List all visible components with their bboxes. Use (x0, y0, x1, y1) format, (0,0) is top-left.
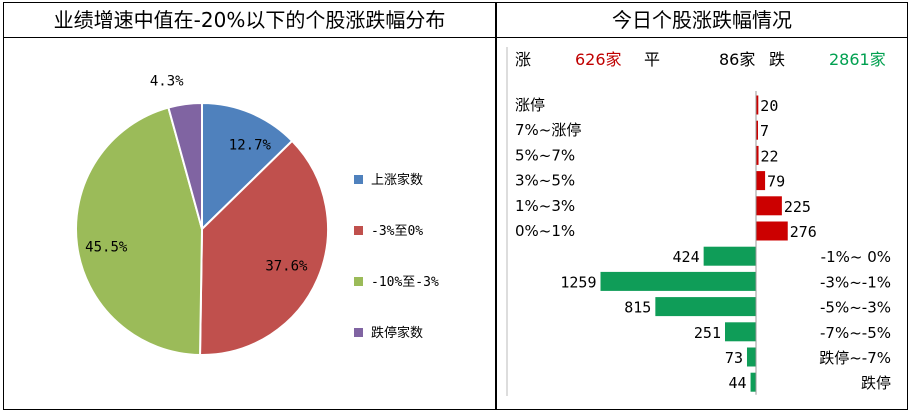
down-value-label: 424 (673, 248, 700, 266)
pie-panel-title: 业绩增速中值在-20%以下的个股涨跌幅分布 (4, 3, 495, 38)
down-bar (600, 271, 756, 291)
legend-label: -3%至0% (371, 224, 423, 239)
distribution-chart: 涨 626家 平 86家跌 2861家涨停 20 7%~涨停 7 5%~7% 22 3%~5% 79 1… (506, 47, 891, 396)
down-value-label: 815 (624, 299, 651, 317)
legend-swatch (354, 226, 363, 235)
summary-flat-count: 86家 (719, 50, 755, 69)
summary-down-label: 跌 (769, 50, 785, 69)
pie-chart: 12.7% 37.6% 45.5% 4.3% 上涨家数 -3%至0% -10%至-3% 跌停家… (75, 73, 439, 357)
legend-swatch (354, 328, 363, 337)
pie-data-label: 37.6% (265, 259, 308, 275)
down-value-label: 251 (694, 324, 721, 342)
up-bar (756, 145, 759, 165)
down-bar (655, 297, 756, 317)
up-category-label: 1%~3% (515, 197, 575, 215)
up-bar (756, 120, 758, 140)
up-category-label: 5%~7% (515, 146, 575, 164)
up-bar (756, 196, 782, 216)
pie-slice (167, 101, 203, 230)
summary-up-label: 涨 (515, 50, 531, 69)
pie-slice (199, 139, 329, 356)
up-value-label: 20 (760, 97, 778, 115)
up-category-label: 涨停 (515, 96, 545, 114)
up-category-label: 7%~涨停 (515, 121, 581, 139)
pie-panel: 业绩增速中值在-20%以下的个股涨跌幅分布 12.7% 37.6% 45.5% 4.3… (3, 2, 496, 410)
up-value-label: 225 (784, 198, 811, 216)
pie-data-label: 45.5% (85, 240, 128, 256)
summary-down-count: 2861家 (829, 50, 886, 69)
down-category-label: 跌停~-7% (819, 349, 891, 367)
down-category-label: 跌停 (861, 374, 891, 392)
pie-data-label: 4.3% (150, 73, 184, 89)
legend-swatch (354, 277, 363, 286)
down-bar (725, 322, 756, 342)
legend-swatch (354, 175, 363, 184)
up-value-label: 276 (790, 223, 817, 241)
down-value-label: 44 (729, 374, 747, 392)
distribution-panel: 今日个股涨跌幅情况 涨 626家 平 86家跌 2861家涨停 20 7%~涨停 7 5%~7%… (496, 2, 908, 410)
up-bar (756, 95, 759, 115)
pie-data-label: 12.7% (229, 138, 272, 154)
up-category-label: 3%~5% (515, 172, 575, 190)
down-bar (746, 347, 756, 367)
pie-slice (201, 101, 294, 232)
up-bar (756, 171, 766, 191)
down-category-label: -5%~-3% (820, 299, 891, 317)
distribution-panel-title: 今日个股涨跌幅情况 (497, 3, 907, 38)
down-bar (750, 372, 756, 392)
legend-label: -10%至-3% (371, 275, 439, 290)
up-value-label: 79 (767, 173, 785, 191)
pie-slice (75, 106, 204, 357)
up-category-label: 0%~1% (515, 222, 575, 240)
legend-label: 上涨家数 (371, 172, 423, 188)
summary-up-count: 626家 (575, 50, 622, 69)
up-value-label: 22 (761, 147, 779, 165)
down-category-label: -1%~ 0% (821, 248, 891, 266)
down-category-label: -7%~-5% (820, 324, 891, 342)
down-bar (703, 246, 756, 266)
down-value-label: 1259 (560, 273, 596, 291)
summary-flat-label: 平 (644, 50, 660, 69)
up-bar (756, 221, 788, 241)
down-value-label: 73 (725, 349, 743, 367)
up-value-label: 7 (760, 122, 769, 140)
down-category-label: -3%~-1% (820, 273, 891, 291)
legend-label: 跌停家数 (371, 325, 423, 341)
